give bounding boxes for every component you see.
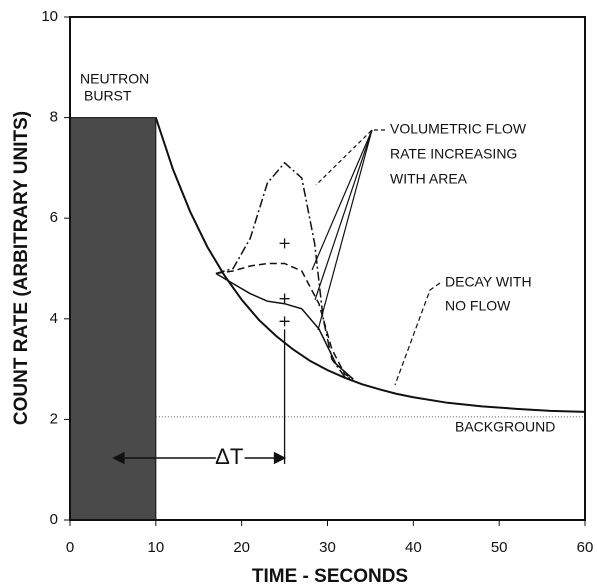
series-line xyxy=(154,117,586,413)
annotation: RATE INCREASING xyxy=(390,146,517,162)
x-tick-label: 40 xyxy=(405,539,422,556)
y-tick-label: 2 xyxy=(50,410,58,427)
x-tick-label: 10 xyxy=(147,539,164,556)
annotation: VOLUMETRIC FLOW xyxy=(390,121,527,137)
series-line xyxy=(215,262,354,380)
burst-bar xyxy=(69,117,157,521)
y-tick-label: 4 xyxy=(50,310,58,327)
annotation: DECAY WITH xyxy=(445,274,532,290)
x-axis-title: TIME - SECONDS xyxy=(252,566,408,587)
leader xyxy=(394,282,441,386)
x-tick-label: 0 xyxy=(66,539,74,556)
leader xyxy=(311,129,373,271)
delta-t-label: ΔT xyxy=(215,444,243,469)
y-axis-title: COUNT RATE (ARBITRARY UNITS) xyxy=(11,111,32,425)
annotation: BACKGROUND xyxy=(455,419,555,435)
centroid-marker xyxy=(279,316,290,327)
x-tick-label: 20 xyxy=(233,539,250,556)
y-tick-label: 6 xyxy=(50,209,58,226)
y-tick-label: 10 xyxy=(41,8,58,25)
annotation: NO FLOW xyxy=(445,298,511,314)
annotation: WITH AREA xyxy=(390,171,468,187)
leader xyxy=(314,129,373,301)
x-tick-label: 50 xyxy=(491,539,508,556)
leader-lines xyxy=(311,129,441,386)
series-line xyxy=(215,161,354,380)
centroid-marker xyxy=(279,293,290,304)
annotation: NEUTRON xyxy=(80,71,149,87)
series-line xyxy=(215,272,354,380)
x-tick-label: 30 xyxy=(319,539,336,556)
y-tick-label: 0 xyxy=(50,511,58,528)
x-tick-label: 60 xyxy=(577,539,594,556)
leader xyxy=(317,129,373,331)
leader xyxy=(315,129,385,186)
y-tick-label: 8 xyxy=(50,109,58,126)
annotation: BURST xyxy=(84,88,132,104)
delta-t-arrow xyxy=(112,451,287,465)
centroid-marker xyxy=(279,238,290,249)
